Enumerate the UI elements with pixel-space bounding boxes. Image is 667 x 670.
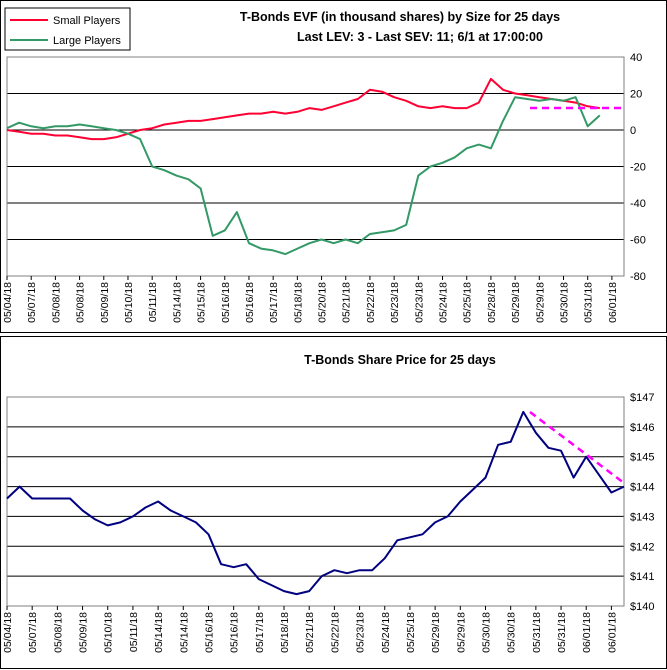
x-tick-label: 06/01/18 <box>581 612 593 653</box>
x-tick-label: 05/14/18 <box>178 612 190 653</box>
x-tick-label: 05/17/18 <box>254 612 266 653</box>
legend-label: Small Players <box>53 15 121 27</box>
x-tick-label: 06/01/18 <box>607 282 619 323</box>
y-tick-label: -40 <box>630 198 646 210</box>
x-tick-label: 05/07/18 <box>26 282 38 323</box>
legend-box <box>4 7 131 51</box>
x-tick-label: 05/21/18 <box>341 282 353 323</box>
x-tick-label: 05/24/18 <box>380 612 392 653</box>
x-tick-label: 05/04/18 <box>2 282 14 323</box>
x-tick-label: 05/21/18 <box>304 612 316 653</box>
trend-line <box>529 411 625 484</box>
x-tick-label: 05/30/18 <box>480 612 492 653</box>
y-tick-label: $147 <box>630 392 654 404</box>
x-tick-label: 06/01/18 <box>606 612 618 653</box>
x-tick-label: 05/16/18 <box>229 612 241 653</box>
x-tick-label: 05/22/18 <box>365 282 377 323</box>
y-tick-label: $140 <box>630 601 654 613</box>
x-tick-label: 05/25/18 <box>462 282 474 323</box>
x-tick-label: 05/10/18 <box>123 282 135 323</box>
x-tick-label: 05/07/18 <box>27 612 39 653</box>
series-line <box>6 410 625 596</box>
x-tick-label: 05/04/18 <box>2 612 14 653</box>
x-tick-label: 05/15/18 <box>196 282 208 323</box>
x-tick-label: 05/18/18 <box>292 282 304 323</box>
x-tick-label: 05/29/18 <box>430 612 442 653</box>
x-tick-label: 05/23/18 <box>355 612 367 653</box>
x-tick-label: 05/31/18 <box>583 282 595 323</box>
y-tick-label: 20 <box>630 89 642 101</box>
y-tick-label: -80 <box>630 271 646 283</box>
y-tick-label: $144 <box>630 482 654 494</box>
y-tick-label: $143 <box>630 511 654 523</box>
x-tick-label: 05/08/18 <box>52 612 64 653</box>
y-tick-label: $141 <box>630 571 654 583</box>
plot-border <box>6 396 625 607</box>
x-tick-label: 05/11/18 <box>128 612 140 652</box>
x-tick-label: 05/28/18 <box>486 282 498 323</box>
x-tick-label: 05/29/18 <box>455 612 467 653</box>
series-line <box>6 77 600 141</box>
y-tick-label: 40 <box>630 52 642 64</box>
x-tick-label: 05/14/18 <box>171 282 183 323</box>
x-tick-label: 05/23/18 <box>413 282 425 323</box>
x-tick-label: 05/25/18 <box>405 612 417 653</box>
x-tick-label: 05/29/18 <box>510 282 522 323</box>
x-tick-label: 05/10/18 <box>103 612 115 653</box>
chart-title: T-Bonds EVF (in thousand shares) by Size… <box>240 10 560 24</box>
x-tick-label: 05/31/18 <box>556 612 568 653</box>
y-tick-label: $142 <box>630 541 654 553</box>
x-tick-label: 05/23/18 <box>389 282 401 323</box>
x-tick-label: 05/14/18 <box>153 612 165 653</box>
legend-label: Large Players <box>53 35 121 47</box>
series-line <box>6 96 601 256</box>
x-tick-label: 05/16/18 <box>244 282 256 323</box>
x-tick-label: 05/16/18 <box>203 612 215 653</box>
x-tick-label: 05/30/18 <box>559 282 571 323</box>
x-tick-label: 05/08/18 <box>50 282 62 323</box>
y-tick-label: $146 <box>630 422 654 434</box>
chart-title: T-Bonds Share Price for 25 days <box>304 353 496 367</box>
x-tick-label: 05/09/18 <box>99 282 111 323</box>
y-tick-label: $145 <box>630 452 654 464</box>
x-tick-label: 05/08/18 <box>75 282 87 323</box>
x-tick-label: 05/22/18 <box>329 612 341 653</box>
x-tick-label: 05/09/18 <box>78 612 90 653</box>
plot-border <box>6 56 625 277</box>
y-tick-label: -20 <box>630 162 646 174</box>
x-tick-label: 05/20/18 <box>317 282 329 323</box>
x-tick-label: 05/11/18 <box>147 282 159 322</box>
x-tick-label: 05/24/18 <box>438 282 450 323</box>
x-tick-label: 05/29/18 <box>534 282 546 323</box>
y-tick-label: -60 <box>630 235 646 247</box>
bottom-panel <box>0 336 667 669</box>
x-tick-label: 05/31/18 <box>531 612 543 653</box>
x-tick-label: 05/16/18 <box>220 282 232 323</box>
x-tick-label: 05/30/18 <box>506 612 518 653</box>
y-tick-label: 0 <box>630 125 636 137</box>
chart-subtitle: Last LEV: 3 - Last SEV: 11; 6/1 at 17:00… <box>297 30 543 44</box>
x-tick-label: 05/18/18 <box>279 612 291 653</box>
x-tick-label: 05/17/18 <box>268 282 280 323</box>
